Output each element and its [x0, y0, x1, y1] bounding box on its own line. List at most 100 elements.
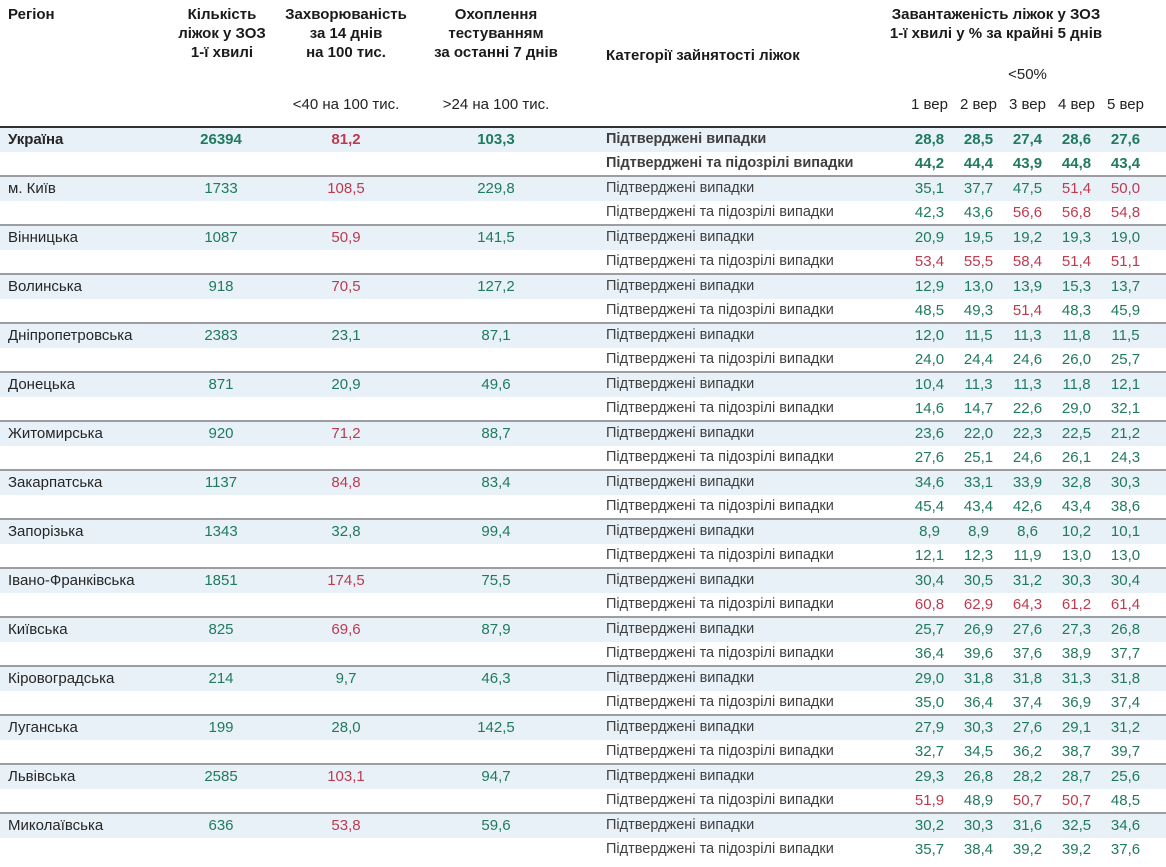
occupancy-value-cell: 24,3: [1110, 448, 1141, 466]
occupancy-value-cell: 38,4: [963, 840, 994, 858]
region-name-cell: Дніпропетровська: [0, 322, 170, 348]
occupancy-value-cell: 51,1: [1110, 252, 1141, 270]
empty-cell: [420, 593, 572, 618]
empty-cell: [170, 152, 272, 177]
empty-cell: [420, 299, 572, 324]
occupancy-value-cell: 31,6: [1003, 812, 1052, 838]
incidence-value-cell: 81,2: [272, 127, 420, 152]
spacer-cell: [1150, 812, 1166, 838]
beds-value-cell: 825: [170, 616, 272, 642]
region-name-cell: Кіровоградська: [0, 665, 170, 691]
occupancy-value-cell: 36,4: [963, 693, 994, 711]
regions-tbody: Україна 26394 81,2 103,3 Підтверджені випадк…: [0, 127, 1166, 861]
occupancy-value-cell: 19,0: [1101, 224, 1150, 250]
occupancy-value-cell: 31,3: [1052, 665, 1101, 691]
empty-cell: [420, 348, 572, 373]
region-row-confirmed: Вінницька 1087 50,9 141,5 Підтверджені випад…: [0, 224, 1166, 250]
empty-cell: [272, 152, 420, 177]
empty-cell: [0, 446, 170, 471]
testing-value-cell: 87,1: [420, 322, 572, 348]
empty-cell: [170, 691, 272, 716]
empty-cell: [420, 789, 572, 814]
occupancy-value-cell: 51,4: [1012, 301, 1043, 319]
empty-cell: [0, 201, 170, 226]
occupancy-value-cell: 27,6: [1003, 616, 1052, 642]
empty-cell: [0, 250, 170, 275]
spacer-cell: [1150, 371, 1166, 397]
spacer-cell: [1150, 175, 1166, 201]
category-label-cell: Підтверджені та підозрілі випадки: [606, 497, 834, 514]
empty-cell: [0, 740, 170, 765]
occupancy-value-cell: 12,1: [914, 546, 945, 564]
occupancy-value-cell: 13,0: [1110, 546, 1141, 564]
category-label-cell: Підтверджені випадки: [572, 175, 905, 201]
empty-cell: [0, 495, 170, 520]
incidence-value-cell: 28,0: [272, 714, 420, 740]
occupancy-value-cell: 37,7: [1110, 644, 1141, 662]
occupancy-value-cell: 47,5: [1003, 175, 1052, 201]
category-label-cell: Підтверджені випадки: [572, 812, 905, 838]
category-label-cell: Підтверджені випадки: [572, 469, 905, 495]
incidence-value-cell: 69,6: [272, 616, 420, 642]
region-row-suspected: Підтверджені та підозрілі випадки 32,7 34,…: [0, 740, 1166, 765]
spacer-cell: [1150, 691, 1166, 716]
occupancy-value-cell: 22,6: [1012, 399, 1043, 417]
region-name-cell: Волинська: [0, 273, 170, 299]
occupancy-value-cell: 28,5: [954, 127, 1003, 152]
occupancy-value-cell: 11,5: [954, 322, 1003, 348]
occupancy-value-cell: 24,6: [1012, 350, 1043, 368]
region-row-suspected: Підтверджені та підозрілі випадки 36,4 39,…: [0, 642, 1166, 667]
empty-cell: [0, 789, 170, 814]
occupancy-value-cell: 26,9: [954, 616, 1003, 642]
empty-cell: [272, 495, 420, 520]
category-label-cell: Підтверджені та підозрілі випадки: [606, 252, 834, 269]
spacer-cell: [1150, 544, 1166, 569]
region-row-confirmed: Донецька 871 20,9 49,6 Підтверджені випадки 1…: [0, 371, 1166, 397]
date-header-5: 5 вер: [1107, 96, 1144, 113]
category-label-cell: Підтверджені та підозрілі випадки: [606, 742, 834, 759]
beds-value-cell: 2585: [170, 763, 272, 789]
incidence-value-cell: 9,7: [272, 665, 420, 691]
occupancy-value-cell: 30,5: [954, 567, 1003, 593]
region-name-cell: Миколаївська: [0, 812, 170, 838]
spacer-cell: [1150, 469, 1166, 495]
occupancy-value-cell: 27,6: [1003, 714, 1052, 740]
occupancy-value-cell: 26,0: [1061, 350, 1092, 368]
category-label-cell: Підтверджені випадки: [572, 127, 905, 152]
occupancy-value-cell: 13,9: [1003, 273, 1052, 299]
empty-cell: [272, 642, 420, 667]
occupancy-value-cell: 24,6: [1012, 448, 1043, 466]
incidence-value-cell: 103,1: [272, 763, 420, 789]
occupancy-value-cell: 43,4: [1061, 497, 1092, 515]
occupancy-value-cell: 39,2: [1061, 840, 1092, 858]
region-name-cell: Івано-Франківська: [0, 567, 170, 593]
empty-cell: [170, 299, 272, 324]
empty-cell: [0, 838, 170, 862]
occupancy-value-cell: 37,6: [1110, 840, 1141, 858]
occupancy-value-cell: 19,2: [1003, 224, 1052, 250]
incidence-value-cell: 174,5: [272, 567, 420, 593]
category-label-cell: Підтверджені та підозрілі випадки: [606, 840, 834, 857]
occupancy-value-cell: 42,3: [914, 203, 945, 221]
occupancy-value-cell: 11,3: [1003, 371, 1052, 397]
beds-value-cell: 918: [170, 273, 272, 299]
date-header-1: 1 вер: [911, 96, 948, 113]
occupancy-value-cell: 22,0: [954, 420, 1003, 446]
occupancy-value-cell: 31,8: [1003, 665, 1052, 691]
occupancy-value-cell: 37,4: [1012, 693, 1043, 711]
occupancy-value-cell: 21,2: [1101, 420, 1150, 446]
category-label-cell: Підтверджені випадки: [572, 420, 905, 446]
region-row-suspected: Підтверджені та підозрілі випадки 35,7 38,…: [0, 838, 1166, 862]
occupancy-value-cell: 43,9: [1012, 154, 1043, 172]
occupancy-value-cell: 26,8: [1101, 616, 1150, 642]
occupancy-value-cell: 39,7: [1110, 742, 1141, 760]
empty-cell: [420, 495, 572, 520]
testing-column-header: Охоплення тестуванням за останні 7 днів: [434, 6, 558, 61]
occupancy-value-cell: 32,1: [1110, 399, 1141, 417]
occupancy-value-cell: 31,2: [1003, 567, 1052, 593]
occupancy-value-cell: 27,6: [914, 448, 945, 466]
region-row-suspected: Підтверджені та підозрілі випадки 53,4 55,…: [0, 250, 1166, 275]
empty-cell: [170, 740, 272, 765]
empty-cell: [272, 838, 420, 862]
occupancy-value-cell: 39,2: [1012, 840, 1043, 858]
